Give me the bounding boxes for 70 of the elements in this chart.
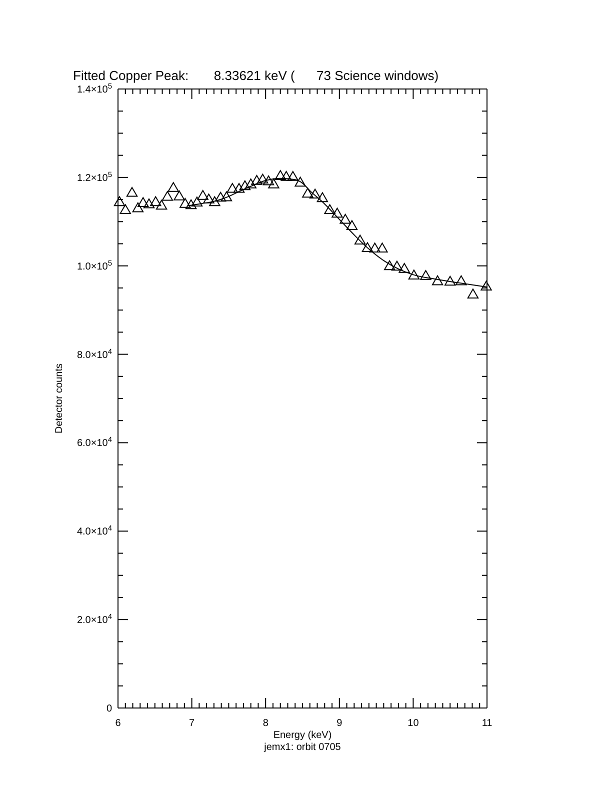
point	[346, 220, 358, 230]
point	[143, 198, 155, 208]
point	[156, 200, 168, 210]
point	[384, 260, 396, 270]
point	[302, 188, 314, 198]
point	[162, 190, 174, 201]
point	[268, 178, 280, 188]
point	[197, 190, 208, 200]
point	[245, 178, 256, 188]
x-tick-label: 6	[115, 718, 122, 729]
point	[191, 196, 203, 207]
x-axis-title: Energy (keV)	[273, 730, 332, 741]
point	[203, 194, 214, 204]
point	[150, 196, 162, 206]
point	[220, 191, 232, 202]
y-tick-label: 6.0×10$^{4}$	[76, 434, 112, 450]
point	[137, 197, 149, 207]
point	[294, 176, 306, 187]
point	[168, 182, 179, 192]
y-tick-label: 1.0×10$^{5}$	[76, 258, 112, 272]
point	[432, 275, 444, 286]
point	[354, 234, 366, 245]
x-tick-label: 10	[408, 718, 420, 729]
point	[257, 174, 268, 184]
point	[174, 190, 185, 200]
text: jemx1: orbit 0705	[263, 742, 342, 753]
chart-title: Fitted Copper Peak: 8.33621 keV ( 73 Science windows)	[73, 68, 439, 83]
x-tick-label: 7	[189, 718, 196, 729]
point	[398, 263, 410, 273]
y-tick-label: 8.0×10$^{4}$	[76, 346, 112, 361]
point	[324, 204, 336, 214]
y-tick-label: 1.4×10$^{5}$	[76, 81, 112, 96]
point	[340, 214, 351, 224]
point	[132, 202, 144, 212]
x-tick-label: 9	[336, 718, 343, 729]
point	[369, 242, 380, 252]
point	[480, 280, 492, 291]
point	[214, 192, 226, 202]
point	[239, 180, 251, 190]
point	[120, 204, 131, 214]
x-tick-label: 11	[482, 718, 493, 729]
point	[362, 242, 374, 252]
point	[408, 270, 420, 280]
point	[287, 171, 299, 181]
point	[280, 171, 292, 181]
point	[376, 242, 388, 252]
y-axis-title: Detector counts	[54, 363, 65, 434]
point	[467, 288, 479, 298]
point	[185, 199, 197, 210]
point	[456, 275, 467, 286]
point	[233, 182, 245, 193]
y-tick-label: 4.0×10$^{4}$	[76, 523, 112, 538]
y-tick-label: 0	[106, 704, 112, 714]
point	[391, 260, 403, 271]
point	[420, 270, 432, 280]
point	[274, 170, 286, 180]
point	[126, 186, 138, 197]
y-tick-label: 2.0×10$^{4}$	[76, 612, 112, 626]
point	[114, 196, 126, 206]
point	[262, 175, 274, 186]
point	[444, 276, 456, 286]
point	[226, 182, 238, 193]
point	[251, 175, 262, 185]
point	[309, 188, 321, 199]
point	[180, 198, 191, 208]
x-tick-label: 8	[262, 718, 269, 729]
point	[316, 192, 328, 202]
y-tick-label: 1.2×10$^{5}$	[76, 169, 112, 184]
point	[332, 208, 343, 218]
point	[209, 196, 220, 206]
